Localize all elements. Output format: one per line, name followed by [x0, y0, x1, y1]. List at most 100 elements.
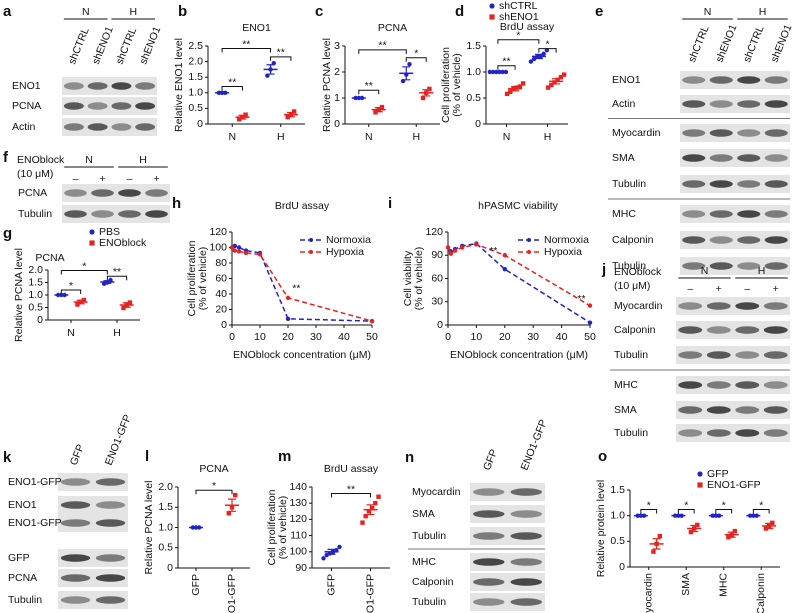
- row-label: ENO1: [8, 499, 37, 511]
- blot-strip: [470, 505, 545, 523]
- blot-band: [60, 554, 91, 562]
- significance-label: **: [242, 38, 250, 50]
- y-tick-label: 0: [437, 319, 443, 331]
- lane-label: +: [773, 283, 779, 295]
- y-tick-label: 60: [215, 272, 227, 284]
- panel-letter: h: [172, 195, 181, 212]
- lane-label: shCTRL: [114, 26, 140, 66]
- lane-label: shCTRL: [741, 24, 767, 64]
- row-label: ENO1-GFP: [8, 517, 62, 529]
- blot-band: [682, 210, 706, 218]
- row-label: PCNA: [12, 100, 41, 112]
- y-tick-label: 0: [221, 319, 227, 331]
- blot-band: [510, 532, 542, 540]
- chart-title: PCNA: [35, 252, 64, 264]
- row-label: ENO1: [612, 74, 641, 86]
- blot-band: [682, 262, 706, 270]
- row-label: Tubulin: [18, 208, 52, 220]
- significance-label: *: [722, 499, 726, 511]
- legend-marker: [489, 3, 495, 9]
- row-label: PCNA: [8, 572, 37, 584]
- y-tick-label: 0.5: [466, 92, 481, 104]
- blot-band: [709, 154, 733, 162]
- blot-band: [709, 210, 733, 218]
- y-tick-label: 30: [431, 296, 443, 308]
- error-bar: [374, 107, 383, 113]
- blot-band: [764, 210, 788, 218]
- row-label: MHC: [614, 379, 638, 391]
- y-tick-label: 60: [431, 272, 443, 284]
- significance-bracket: [358, 89, 380, 95]
- point: [360, 520, 365, 525]
- blot-strip: [62, 77, 157, 95]
- blot-band: [678, 302, 703, 310]
- point: [321, 556, 326, 561]
- significance-bracket: [640, 509, 658, 514]
- blot-strip: [470, 593, 545, 611]
- group-label: N: [701, 265, 709, 277]
- point: [285, 316, 291, 321]
- blot-band: [709, 180, 733, 188]
- panel-letter: b: [178, 3, 187, 20]
- significance-label: *: [647, 499, 651, 511]
- y-tick-label: 0.5: [610, 535, 625, 547]
- blot-band: [473, 488, 505, 496]
- blot-band: [709, 100, 733, 108]
- row-label: Tubulin: [412, 596, 446, 608]
- series-line: [231, 246, 373, 322]
- significance-bracket: [106, 275, 128, 281]
- y-tick-label: 140: [289, 481, 307, 493]
- y-tick-label: 1.0: [188, 87, 203, 99]
- error-bar: [238, 114, 247, 120]
- blot-band: [63, 102, 84, 110]
- point: [243, 112, 248, 117]
- significance-bracket: [358, 49, 407, 54]
- blot-strip: [680, 95, 790, 113]
- y-tick-label: 1.0: [28, 289, 43, 301]
- y-tick-label: 110: [290, 529, 307, 541]
- y-tick-label: 0: [619, 561, 625, 573]
- x-tick-label: MHC: [718, 573, 730, 597]
- blot-strip: [680, 257, 790, 275]
- blot-band: [735, 381, 760, 389]
- blot-band: [135, 123, 156, 131]
- blot-band: [87, 82, 108, 90]
- x-tick-label: 10: [471, 331, 483, 343]
- x-tick-label: H: [544, 131, 552, 143]
- group-label: N: [85, 154, 93, 166]
- chart-title: PCNA: [378, 22, 407, 34]
- blot-band: [709, 262, 733, 270]
- y-tick-label: 100: [289, 546, 307, 558]
- x-tick-label: N: [365, 131, 373, 143]
- y-tick-label: 0.5: [158, 542, 173, 554]
- y-tick-label: 90: [295, 562, 307, 574]
- row-label: SMA: [614, 404, 637, 416]
- group-label: N: [82, 6, 90, 18]
- row-label: Tubulin: [412, 530, 446, 542]
- blot-band: [737, 154, 761, 162]
- blot-band: [682, 236, 706, 244]
- point: [291, 109, 297, 114]
- blot-band: [64, 189, 87, 197]
- blot-band: [60, 501, 91, 509]
- chart-title: PCNA: [199, 463, 228, 475]
- lane-label: ENO1-GFP: [103, 413, 134, 467]
- y-tick-label: 1.0: [466, 66, 481, 78]
- legend-label: shCTRL: [499, 0, 538, 12]
- blot-band: [111, 82, 132, 90]
- y-axis-label: Relative PCNA level: [321, 38, 333, 132]
- point: [561, 72, 567, 77]
- x-tick-label: ENO1-GFP: [364, 574, 376, 613]
- chart-title: BrdU assay: [324, 463, 379, 475]
- y-tick-label: 0: [167, 562, 173, 574]
- blot-strip: [470, 573, 545, 591]
- y-tick-label: 120: [425, 226, 443, 238]
- panel-letter: o: [598, 448, 607, 465]
- y-axis-label: (% of vehicle): [451, 53, 463, 117]
- blot-band: [735, 429, 760, 437]
- error-bar: [711, 514, 720, 517]
- group-label: H: [129, 6, 137, 18]
- significance-label: **: [378, 40, 386, 52]
- blot-band: [737, 76, 761, 84]
- error-bar: [57, 294, 66, 296]
